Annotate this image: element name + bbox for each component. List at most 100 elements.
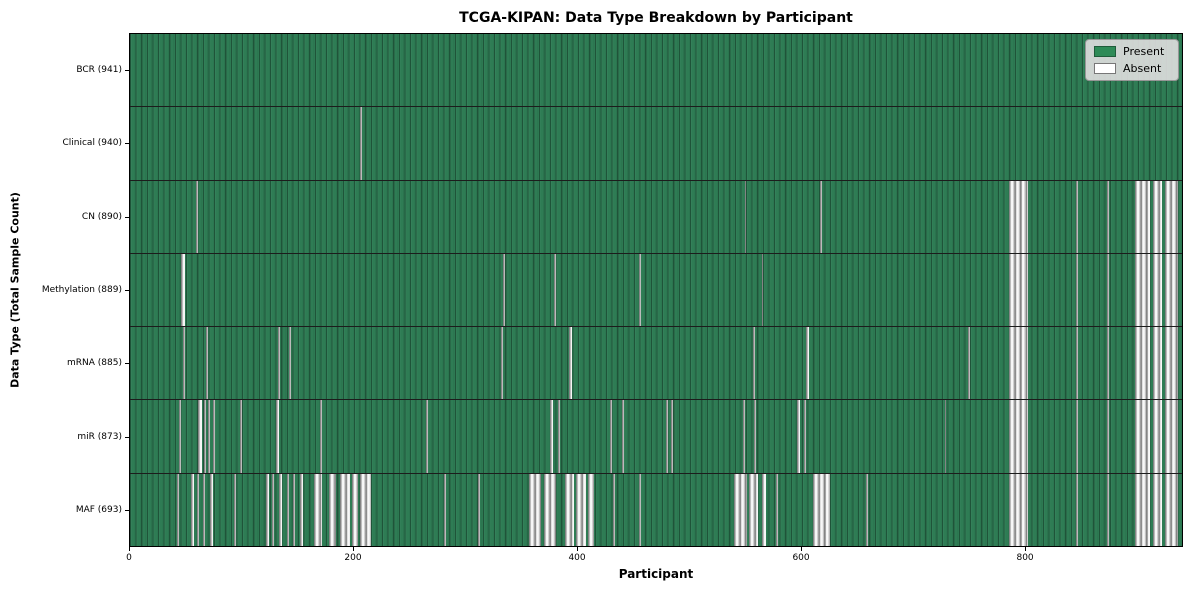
heatmap-row-CN — [130, 180, 1182, 254]
absent-block — [1075, 253, 1079, 327]
absent-block — [588, 473, 594, 546]
absent-block — [609, 400, 612, 473]
absent-block — [1165, 400, 1178, 473]
absent-block — [278, 473, 283, 546]
absent-block — [1008, 180, 1028, 253]
absent-block — [1075, 327, 1079, 400]
absent-block — [1107, 327, 1110, 400]
absent-block — [503, 253, 505, 327]
absent-block — [944, 400, 947, 473]
xtick-label-400: 400 — [568, 553, 586, 563]
ytick-mark — [125, 436, 129, 438]
absent-block — [1152, 180, 1162, 253]
absent-block — [638, 253, 641, 327]
absent-block — [203, 400, 207, 473]
absent-block — [529, 473, 542, 546]
absent-block — [797, 400, 800, 473]
absent-block — [239, 400, 242, 473]
absent-block — [1135, 400, 1150, 473]
absent-block — [813, 473, 830, 546]
absent-block — [742, 400, 745, 473]
absent-block — [1135, 253, 1150, 327]
absent-block — [569, 327, 572, 400]
absent-block — [198, 400, 202, 473]
absent-block — [550, 400, 553, 473]
absent-block — [553, 253, 556, 327]
absent-block — [179, 400, 182, 473]
legend-label-present: Present — [1123, 45, 1165, 58]
xtick-mark — [353, 547, 355, 551]
absent-block — [195, 180, 199, 253]
absent-block — [299, 473, 304, 546]
absent-block — [1165, 327, 1178, 400]
absent-block — [293, 473, 296, 546]
ytick-label-CN: CN (890) — [81, 211, 122, 222]
absent-block — [776, 473, 779, 546]
ytick-mark — [125, 290, 129, 291]
xtick-label-0: 0 — [126, 553, 132, 563]
legend: Present Absent — [1085, 39, 1179, 81]
absent-block — [576, 473, 587, 546]
absent-block — [182, 327, 185, 400]
absent-block — [210, 473, 213, 546]
absent-block — [1008, 327, 1028, 400]
xtick-mark — [1025, 547, 1027, 551]
absent-block — [543, 473, 556, 546]
heatmap-row-BCR — [130, 34, 1182, 108]
absent-block — [191, 473, 194, 546]
absent-block — [277, 327, 280, 400]
absent-block — [761, 253, 763, 327]
absent-block — [286, 473, 289, 546]
heatmap-row-Clinical — [130, 107, 1182, 181]
ytick-label-miR: miR (873) — [77, 431, 122, 442]
absent-block — [968, 327, 970, 400]
absent-block — [352, 473, 359, 546]
absent-block — [208, 400, 211, 473]
absent-block — [1075, 400, 1079, 473]
absent-block — [202, 473, 205, 546]
ytick-label-Clinical: Clinical (940) — [62, 138, 122, 149]
absent-block — [733, 473, 748, 546]
legend-item-absent: Absent — [1094, 63, 1170, 74]
absent-block — [176, 473, 180, 546]
heatmap-row-mRNA — [130, 327, 1182, 401]
absent-block — [271, 473, 275, 546]
heatmap-row-Methylation — [130, 253, 1182, 328]
absent-block — [1008, 253, 1028, 327]
legend-label-absent: Absent — [1123, 62, 1162, 75]
absent-block — [806, 327, 809, 400]
xtick-mark — [801, 547, 803, 551]
ytick-label-BCR: BCR (941) — [76, 64, 122, 75]
absent-block — [665, 400, 668, 473]
absent-block — [865, 473, 868, 546]
legend-item-present: Present — [1094, 46, 1170, 57]
absent-block — [744, 180, 747, 253]
absent-block — [819, 180, 822, 253]
absent-block — [1107, 473, 1110, 546]
absent-block — [1107, 253, 1110, 327]
absent-block — [1008, 473, 1028, 546]
absent-block — [752, 327, 755, 400]
absent-block — [1107, 400, 1110, 473]
x-axis-label: Participant — [618, 567, 694, 581]
ytick-label-MAF: MAF (693) — [75, 505, 122, 516]
absent-block — [501, 327, 504, 400]
absent-block — [558, 400, 561, 473]
ytick-label-Methylation: Methylation (889) — [41, 285, 122, 295]
absent-block — [288, 327, 291, 400]
absent-block — [197, 473, 200, 546]
absent-block — [266, 473, 269, 546]
absent-block — [804, 400, 807, 473]
xtick-label-600: 600 — [792, 553, 810, 563]
absent-block — [1075, 180, 1079, 253]
present-swatch-icon — [1094, 46, 1116, 57]
xtick-label-200: 200 — [344, 553, 362, 563]
xtick-mark — [129, 547, 130, 551]
absent-swatch-icon — [1094, 63, 1116, 74]
absent-block — [426, 400, 428, 473]
absent-block — [1165, 253, 1178, 327]
absent-block — [1135, 473, 1150, 546]
absent-block — [749, 473, 759, 546]
absent-block — [1107, 180, 1110, 253]
absent-block — [444, 473, 447, 546]
